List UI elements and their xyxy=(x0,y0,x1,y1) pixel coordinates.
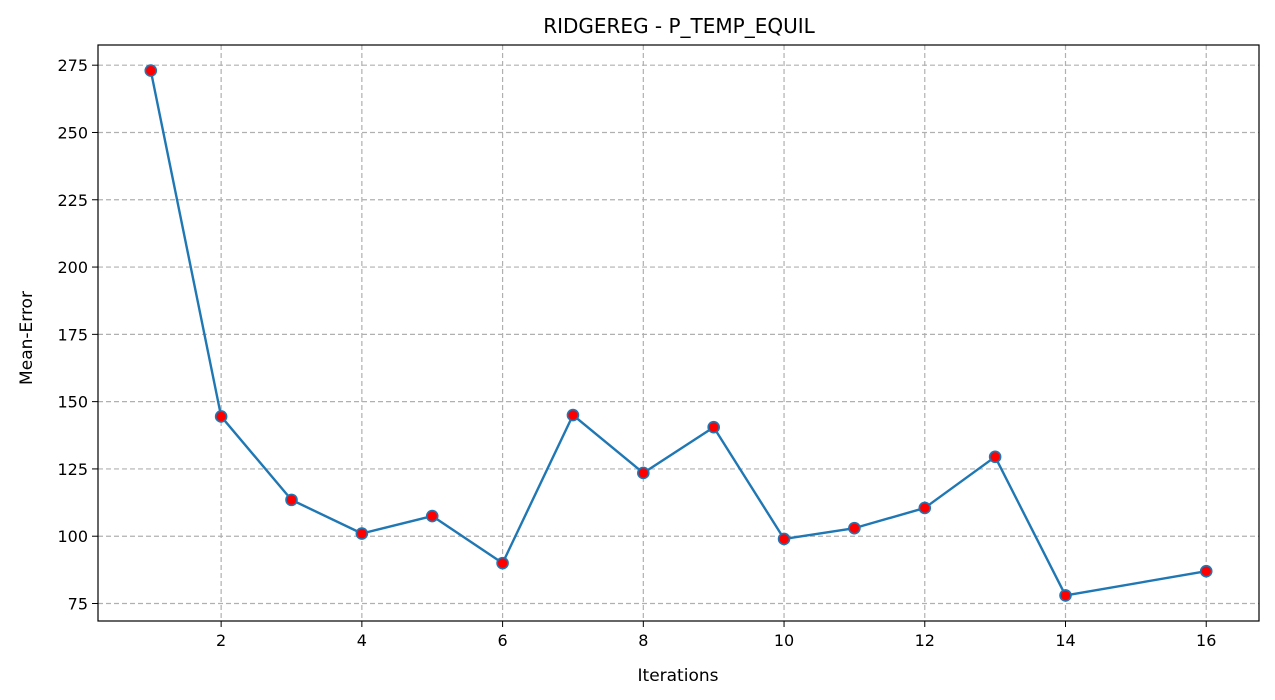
data-point xyxy=(707,420,720,434)
y-tick-label: 225 xyxy=(57,191,88,210)
data-point xyxy=(777,532,791,546)
y-tick-label: 275 xyxy=(57,56,88,75)
x-tick-label: 4 xyxy=(357,631,367,650)
data-point xyxy=(1199,564,1213,578)
data-point xyxy=(355,527,369,540)
x-tick-label: 2 xyxy=(216,631,226,650)
plot-frame xyxy=(97,44,1260,622)
x-axis-label: Iterations xyxy=(638,666,719,686)
data-point xyxy=(144,64,158,77)
data-point xyxy=(988,450,1002,464)
grid xyxy=(98,45,1259,621)
y-tick-label: 150 xyxy=(57,393,88,412)
x-tick-label: 14 xyxy=(1055,631,1075,650)
data-point xyxy=(848,521,861,535)
data-point xyxy=(285,493,298,507)
series-group xyxy=(149,70,1207,597)
y-tick-label: 125 xyxy=(57,460,88,479)
y-tick-label: 250 xyxy=(57,123,88,142)
data-point xyxy=(918,501,932,515)
x-tick-label: 6 xyxy=(497,631,507,650)
series-line xyxy=(149,70,1207,597)
data-point xyxy=(566,408,580,422)
data-point xyxy=(496,556,509,570)
data-point xyxy=(1059,589,1072,602)
x-tick-label: 8 xyxy=(638,631,648,650)
x-tick-label: 12 xyxy=(915,631,935,650)
y-tick-label: 175 xyxy=(57,325,88,344)
x-tick-label: 16 xyxy=(1196,631,1216,650)
marker-group xyxy=(144,64,1213,602)
y-tick-label: 200 xyxy=(57,258,88,277)
y-tick-label: 100 xyxy=(57,527,88,546)
y-tick-label: 75 xyxy=(68,595,88,614)
chart-title: RIDGEREG - P_TEMP_EQUIL xyxy=(543,14,815,38)
x-tick-label: 10 xyxy=(774,631,794,650)
ticks: 2 4 6 8 10 12 14 16 75 100 125 150 175 200 225 250 275 xyxy=(57,56,1216,650)
data-point xyxy=(637,466,650,480)
data-point xyxy=(214,410,228,423)
y-axis-label: Mean-Error xyxy=(17,291,37,385)
data-point xyxy=(425,509,439,523)
